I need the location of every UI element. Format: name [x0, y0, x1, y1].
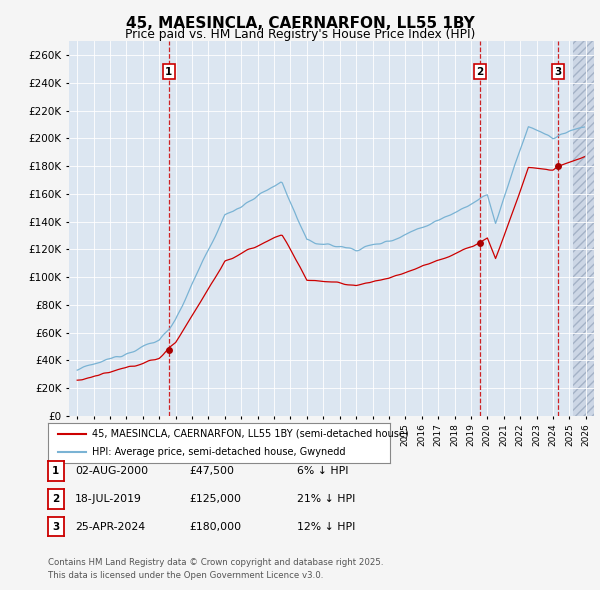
Text: 12% ↓ HPI: 12% ↓ HPI: [297, 522, 355, 532]
Text: 18-JUL-2019: 18-JUL-2019: [75, 494, 142, 504]
Text: £125,000: £125,000: [189, 494, 241, 504]
Text: 25-APR-2024: 25-APR-2024: [75, 522, 145, 532]
Text: 1: 1: [52, 466, 59, 476]
Text: Price paid vs. HM Land Registry's House Price Index (HPI): Price paid vs. HM Land Registry's House …: [125, 28, 475, 41]
Text: 3: 3: [52, 522, 59, 532]
Text: HPI: Average price, semi-detached house, Gwynedd: HPI: Average price, semi-detached house,…: [92, 447, 346, 457]
Text: 6% ↓ HPI: 6% ↓ HPI: [297, 467, 349, 476]
Text: 2: 2: [476, 67, 484, 77]
Text: £180,000: £180,000: [189, 522, 241, 532]
Bar: [574, 41, 594, 416]
Text: £47,500: £47,500: [189, 467, 234, 476]
Text: 45, MAESINCLA, CAERNARFON, LL55 1BY: 45, MAESINCLA, CAERNARFON, LL55 1BY: [125, 16, 475, 31]
Text: 45, MAESINCLA, CAERNARFON, LL55 1BY (semi-detached house): 45, MAESINCLA, CAERNARFON, LL55 1BY (sem…: [92, 429, 409, 439]
Text: 21% ↓ HPI: 21% ↓ HPI: [297, 494, 355, 504]
Text: 1: 1: [165, 67, 172, 77]
Text: 2: 2: [52, 494, 59, 504]
Text: 02-AUG-2000: 02-AUG-2000: [75, 467, 148, 476]
Text: 3: 3: [554, 67, 562, 77]
Text: Contains HM Land Registry data © Crown copyright and database right 2025.
This d: Contains HM Land Registry data © Crown c…: [48, 558, 383, 579]
